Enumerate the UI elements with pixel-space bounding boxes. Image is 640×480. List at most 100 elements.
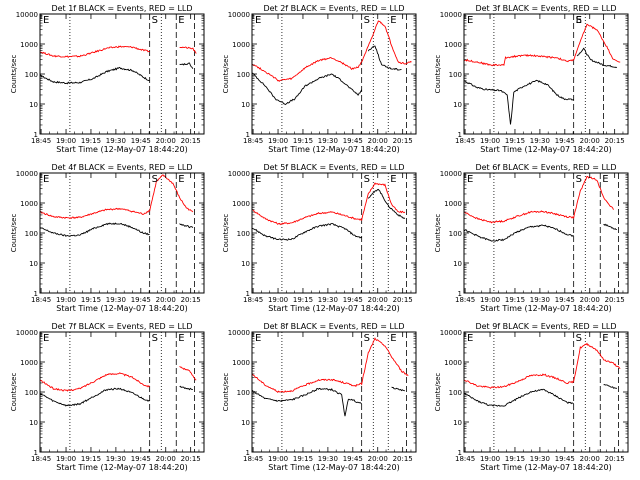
- y-axis-label: Counts/sec: [222, 214, 230, 253]
- y-axis-label: Counts/sec: [10, 373, 18, 412]
- x-tick-label: 19:15: [505, 296, 525, 304]
- panel-det-4f: Det 4f BLACK = Events, RED = LLD 1 10 100 10…: [10, 163, 205, 313]
- marker-letter-e: E: [467, 333, 473, 344]
- marker-letter-s: S: [576, 333, 582, 344]
- lld-line-segment: [40, 45, 150, 58]
- y-tick-label: 1: [246, 131, 250, 139]
- panel-det-5f: Det 5f BLACK = Events, RED = LLD 1 10 100 10…: [222, 163, 417, 313]
- x-tick-label: 19:00: [480, 455, 500, 463]
- panel-det-2f: Det 2f BLACK = Events, RED = LLD 1 10 100 10…: [222, 4, 417, 154]
- x-axis-label: Start Time (12-May-07 18:44:20): [268, 304, 399, 313]
- events-line-segment: [464, 79, 574, 125]
- x-tick-label: 19:15: [505, 137, 525, 145]
- x-axis-label: Start Time (12-May-07 18:44:20): [480, 304, 611, 313]
- events-line-segment: [40, 222, 150, 237]
- x-tick-label: 18:45: [31, 137, 51, 145]
- y-tick-label: 100: [25, 389, 38, 397]
- x-tick-label: 19:30: [106, 296, 126, 304]
- x-tick-label: 20:15: [605, 296, 625, 304]
- events-series: [252, 45, 402, 106]
- events-line-segment: [40, 387, 150, 407]
- y-tick-label: 1: [458, 290, 462, 298]
- marker-letter-e: E: [390, 174, 396, 185]
- y-tick-label: 100: [25, 230, 38, 238]
- panel-det-3f: Det 3f BLACK = Events, RED = LLD 1 10 100 10…: [434, 4, 629, 154]
- x-tick-label: 19:15: [293, 296, 313, 304]
- panel-title: Det 6f BLACK = Events, RED = LLD: [475, 163, 616, 172]
- x-tick-label: 19:15: [293, 137, 313, 145]
- panel-title: Det 1f BLACK = Events, RED = LLD: [51, 4, 192, 13]
- lld-line-segment: [252, 20, 412, 82]
- y-tick-label: 1000: [232, 41, 250, 49]
- panel-title: Det 4f BLACK = Events, RED = LLD: [51, 163, 192, 172]
- y-tick-label: 10: [241, 260, 250, 268]
- y-tick-label: 10: [453, 101, 462, 109]
- marker-letter-s: S: [152, 333, 158, 344]
- x-tick-label: 20:15: [393, 296, 413, 304]
- lld-series: [252, 20, 412, 82]
- y-tick-label: 10000: [440, 11, 462, 19]
- x-axis-label: Start Time (12-May-07 18:44:20): [268, 145, 399, 154]
- panel-title: Det 3f BLACK = Events, RED = LLD: [475, 4, 616, 13]
- x-tick-label: 18:45: [31, 296, 51, 304]
- y-tick-label: 1: [458, 131, 462, 139]
- y-axis-label: Counts/sec: [222, 55, 230, 94]
- x-tick-label: 18:45: [31, 455, 51, 463]
- x-tick-label: 20:00: [368, 137, 388, 145]
- x-tick-label: 19:00: [56, 455, 76, 463]
- x-tick-label: 19:00: [268, 296, 288, 304]
- y-tick-label: 10: [29, 101, 38, 109]
- y-tick-label: 1: [34, 290, 38, 298]
- events-line-segment: [252, 387, 362, 417]
- x-axis-label: Start Time (12-May-07 18:44:20): [480, 145, 611, 154]
- events-line-segment: [252, 223, 362, 241]
- x-tick-label: 19:30: [530, 137, 550, 145]
- x-axis-label: Start Time (12-May-07 18:44:20): [56, 304, 187, 313]
- panel-title: Det 5f BLACK = Events, RED = LLD: [263, 163, 404, 172]
- panel-det-6f: Det 6f BLACK = Events, RED = LLD 1 10 100 10…: [434, 163, 629, 313]
- x-tick-label: 20:00: [368, 455, 388, 463]
- x-tick-label: 20:15: [605, 455, 625, 463]
- plot-frame: [39, 13, 205, 135]
- y-tick-label: 100: [449, 230, 462, 238]
- x-tick-label: 19:30: [530, 296, 550, 304]
- marker-letter-s: S: [364, 15, 370, 26]
- panel-det-9f: Det 9f BLACK = Events, RED = LLD 1 10 100 10…: [434, 322, 629, 472]
- lld-line-segment: [179, 46, 197, 54]
- y-tick-label: 100: [25, 71, 38, 79]
- marker-letter-e: E: [576, 15, 582, 26]
- x-tick-label: 19:30: [530, 455, 550, 463]
- x-axis-label: Start Time (12-May-07 18:44:20): [480, 463, 611, 472]
- events-line-segment: [367, 188, 406, 220]
- panel-det-8f: Det 8f BLACK = Events, RED = LLD 1 10 100 10…: [222, 322, 417, 472]
- marker-letter-s: S: [152, 15, 158, 26]
- plot-frame: [251, 172, 417, 294]
- x-tick-label: 19:30: [106, 455, 126, 463]
- plot-frame: [39, 331, 205, 453]
- events-series: [464, 223, 617, 242]
- plot-frame: [463, 172, 629, 294]
- marker-letter-s: S: [364, 333, 370, 344]
- y-tick-label: 10000: [228, 170, 250, 178]
- marker-letter-e: E: [178, 174, 184, 185]
- x-tick-label: 18:45: [455, 455, 475, 463]
- x-tick-label: 19:30: [106, 137, 126, 145]
- marker-letter-e: E: [390, 15, 396, 26]
- x-axis-label: Start Time (12-May-07 18:44:20): [56, 145, 187, 154]
- marker-letter-e: E: [602, 333, 608, 344]
- x-tick-label: 20:00: [156, 455, 176, 463]
- x-tick-label: 19:45: [555, 296, 575, 304]
- events-series: [252, 188, 406, 241]
- marker-letter-e: E: [467, 15, 473, 26]
- events-line-segment: [576, 47, 618, 69]
- x-tick-label: 19:45: [131, 137, 151, 145]
- y-tick-label: 10: [29, 419, 38, 427]
- y-tick-label: 10: [241, 101, 250, 109]
- y-axis-label: Counts/sec: [434, 373, 442, 412]
- x-tick-label: 20:15: [181, 137, 201, 145]
- x-tick-label: 19:30: [318, 296, 338, 304]
- lld-series: [252, 337, 409, 393]
- y-tick-label: 100: [237, 389, 250, 397]
- lld-line-segment: [464, 175, 614, 224]
- events-line-segment: [179, 223, 194, 229]
